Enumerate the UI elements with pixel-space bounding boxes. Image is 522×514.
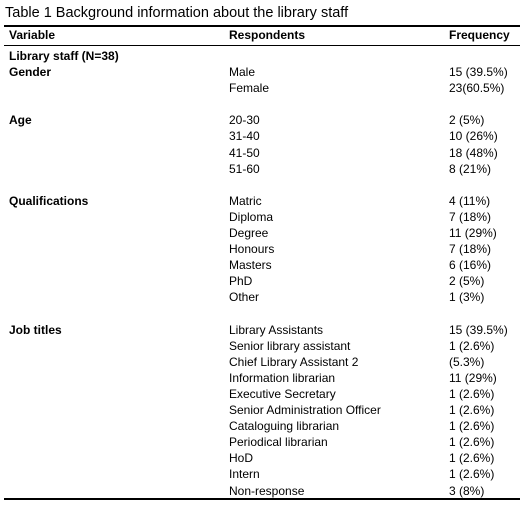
table-top-rule — [4, 25, 520, 27]
cell-variable: Age — [9, 113, 32, 128]
cell-frequency: 10 (26%) — [449, 129, 498, 144]
table-row: Qualifications Matric 4 (11%) — [0, 193, 522, 209]
cell-respondent: Degree — [229, 226, 269, 241]
table-row: Diploma 7 (18%) — [0, 209, 522, 225]
cell-frequency: 3 (8%) — [449, 483, 485, 498]
table-row: Female 23(60.5%) — [0, 80, 522, 96]
cell-frequency: 1 (2.6%) — [449, 419, 495, 434]
cell-respondent: Other — [229, 290, 260, 305]
table-row: Chief Library Assistant 2 (5.3%) — [0, 354, 522, 370]
cell-respondent: Executive Secretary — [229, 386, 336, 401]
cell-frequency: 2 (5%) — [449, 113, 485, 128]
cell-frequency: 7 (18%) — [449, 209, 492, 224]
cell-frequency: 1 (2.6%) — [449, 386, 495, 401]
cell-frequency: 2 (5%) — [449, 274, 485, 289]
cell-respondent: Chief Library Assistant 2 — [229, 354, 359, 369]
cell-frequency: 1 (2.6%) — [449, 467, 495, 482]
cell-respondent: HoD — [229, 451, 254, 466]
table-row: Job titles Library Assistants 15 (39.5%) — [0, 322, 522, 338]
cell-respondent: Non-response — [229, 483, 305, 498]
table-row: Intern 1 (2.6%) — [0, 466, 522, 482]
table-row: Gender Male 15 (39.5%) — [0, 64, 522, 80]
header-respondents: Respondents — [229, 28, 306, 42]
table-row: HoD 1 (2.6%) — [0, 450, 522, 466]
cell-frequency: 11 (29%) — [449, 370, 497, 385]
table-row: Information librarian 11 (29%) — [0, 370, 522, 386]
table-row: 41-50 18 (48%) — [0, 145, 522, 161]
cell-variable: Library staff (N=38) — [9, 49, 119, 63]
table-row: 51-60 8 (21%) — [0, 161, 522, 177]
cell-variable: Qualifications — [9, 193, 89, 208]
cell-frequency: 4 (11%) — [449, 193, 491, 208]
table-row: Library staff (N=38) — [0, 48, 522, 64]
cell-respondent: 41-50 — [229, 145, 260, 160]
table-bottom-rule — [4, 498, 520, 500]
cell-respondent: Cataloguing librarian — [229, 419, 340, 434]
cell-frequency: 18 (48%) — [449, 145, 498, 160]
cell-respondent: Library Assistants — [229, 322, 324, 337]
table-row: Other 1 (3%) — [0, 289, 522, 305]
header-bottom-rule — [4, 45, 520, 46]
table-row — [0, 177, 522, 193]
cell-frequency: 1 (2.6%) — [449, 403, 495, 418]
cell-respondent: Matric — [229, 193, 262, 208]
table-row: Masters 6 (16%) — [0, 257, 522, 273]
table-body: Library staff (N=38) Gender Male 15 (39.5%)… — [0, 48, 522, 499]
cell-respondent: Masters — [229, 258, 272, 273]
cell-respondent: Female — [229, 81, 270, 96]
table-row — [0, 96, 522, 112]
table-row: Non-response 3 (8%) — [0, 483, 522, 499]
cell-frequency: 1 (2.6%) — [449, 451, 495, 466]
cell-respondent: Senior library assistant — [229, 338, 351, 353]
cell-respondent: Information librarian — [229, 370, 336, 385]
table-row: Senior library assistant 1 (2.6%) — [0, 338, 522, 354]
cell-respondent: Senior Administration Officer — [229, 403, 381, 418]
cell-frequency: (5.3%) — [449, 354, 485, 369]
cell-frequency: 23(60.5%) — [449, 81, 505, 96]
table-row: 31-40 10 (26%) — [0, 128, 522, 144]
cell-frequency: 15 (39.5%) — [449, 65, 508, 80]
header-frequency: Frequency — [449, 28, 510, 42]
cell-frequency: 7 (18%) — [449, 242, 492, 257]
cell-frequency: 8 (21%) — [449, 161, 492, 176]
table-row: PhD 2 (5%) — [0, 273, 522, 289]
cell-respondent: Male — [229, 65, 256, 80]
table-row: Executive Secretary 1 (2.6%) — [0, 386, 522, 402]
cell-respondent: 20-30 — [229, 113, 260, 128]
cell-frequency: 1 (2.6%) — [449, 435, 495, 450]
cell-respondent: 31-40 — [229, 129, 260, 144]
table-row — [0, 306, 522, 322]
table-row: Senior Administration Officer 1 (2.6%) — [0, 402, 522, 418]
cell-respondent: Honours — [229, 242, 275, 257]
table-row: Periodical librarian 1 (2.6%) — [0, 434, 522, 450]
cell-respondent: Periodical librarian — [229, 435, 328, 450]
cell-frequency: 6 (16%) — [449, 258, 492, 273]
table-caption: Table 1 Background information about the… — [5, 5, 349, 21]
cell-frequency: 15 (39.5%) — [449, 322, 508, 337]
table-row: Age 20-30 2 (5%) — [0, 112, 522, 128]
header-variable: Variable — [9, 28, 56, 42]
cell-variable: Gender — [9, 65, 52, 80]
cell-frequency: 1 (3%) — [449, 290, 485, 305]
cell-frequency: 1 (2.6%) — [449, 338, 495, 353]
table-row: Cataloguing librarian 1 (2.6%) — [0, 418, 522, 434]
cell-respondent: 51-60 — [229, 161, 260, 176]
cell-respondent: Diploma — [229, 209, 274, 224]
table-row: Degree 11 (29%) — [0, 225, 522, 241]
cell-frequency: 11 (29%) — [449, 226, 497, 241]
cell-variable: Job titles — [9, 322, 62, 337]
cell-respondent: Intern — [229, 467, 260, 482]
cell-respondent: PhD — [229, 274, 253, 289]
table-row: Honours 7 (18%) — [0, 241, 522, 257]
